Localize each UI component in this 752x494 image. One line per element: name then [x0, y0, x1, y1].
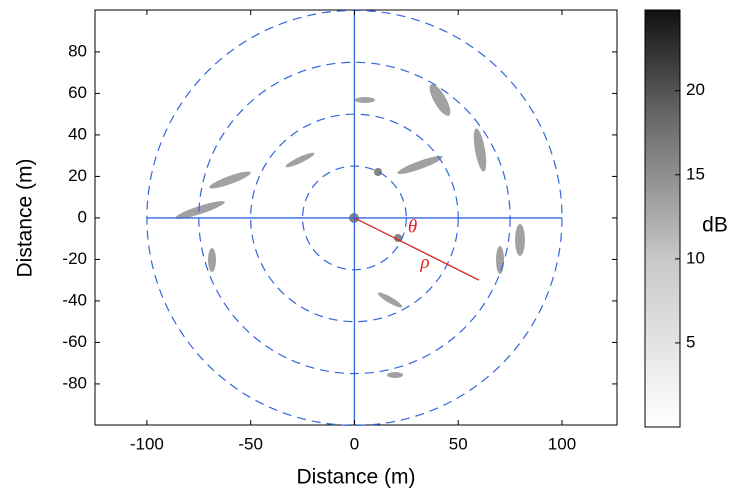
- y-tick-label: -60: [62, 332, 87, 351]
- colorbar-tick-label: 5: [686, 332, 695, 351]
- colorbar-tick-label: 20: [686, 80, 705, 99]
- y-tick-label: 60: [68, 83, 87, 102]
- colorbar-tick-label: 10: [686, 248, 705, 267]
- range-ring: [198, 61, 511, 375]
- x-tick-label: 0: [350, 434, 359, 453]
- annotation: ρ: [419, 252, 429, 273]
- colorbar-label: dB: [702, 214, 728, 237]
- x-tick-label: -100: [130, 434, 164, 453]
- annotation-line: [354, 217, 480, 281]
- annotation: θ: [408, 217, 417, 238]
- y-tick-label: 80: [68, 41, 87, 60]
- x-axis-label: Distance (m): [296, 466, 415, 489]
- y-tick-label: 20: [68, 166, 87, 185]
- y-tick-label: -20: [62, 249, 87, 268]
- x-tick-label: 50: [449, 434, 468, 453]
- speckle: [175, 84, 525, 378]
- y-axis-label: Distance (m): [14, 158, 37, 277]
- x-tick-label: 100: [548, 434, 576, 453]
- y-tick-label: -40: [62, 290, 87, 309]
- colorbar-tick-label: 15: [686, 164, 705, 183]
- colorbar: [644, 9, 681, 428]
- y-tick-label: 40: [68, 124, 87, 143]
- range-ring: [250, 113, 459, 323]
- range-ring: [301, 165, 407, 271]
- y-tick-label: 0: [78, 207, 87, 226]
- y-tick-label: -80: [62, 373, 87, 392]
- x-tick-label: -50: [238, 434, 263, 453]
